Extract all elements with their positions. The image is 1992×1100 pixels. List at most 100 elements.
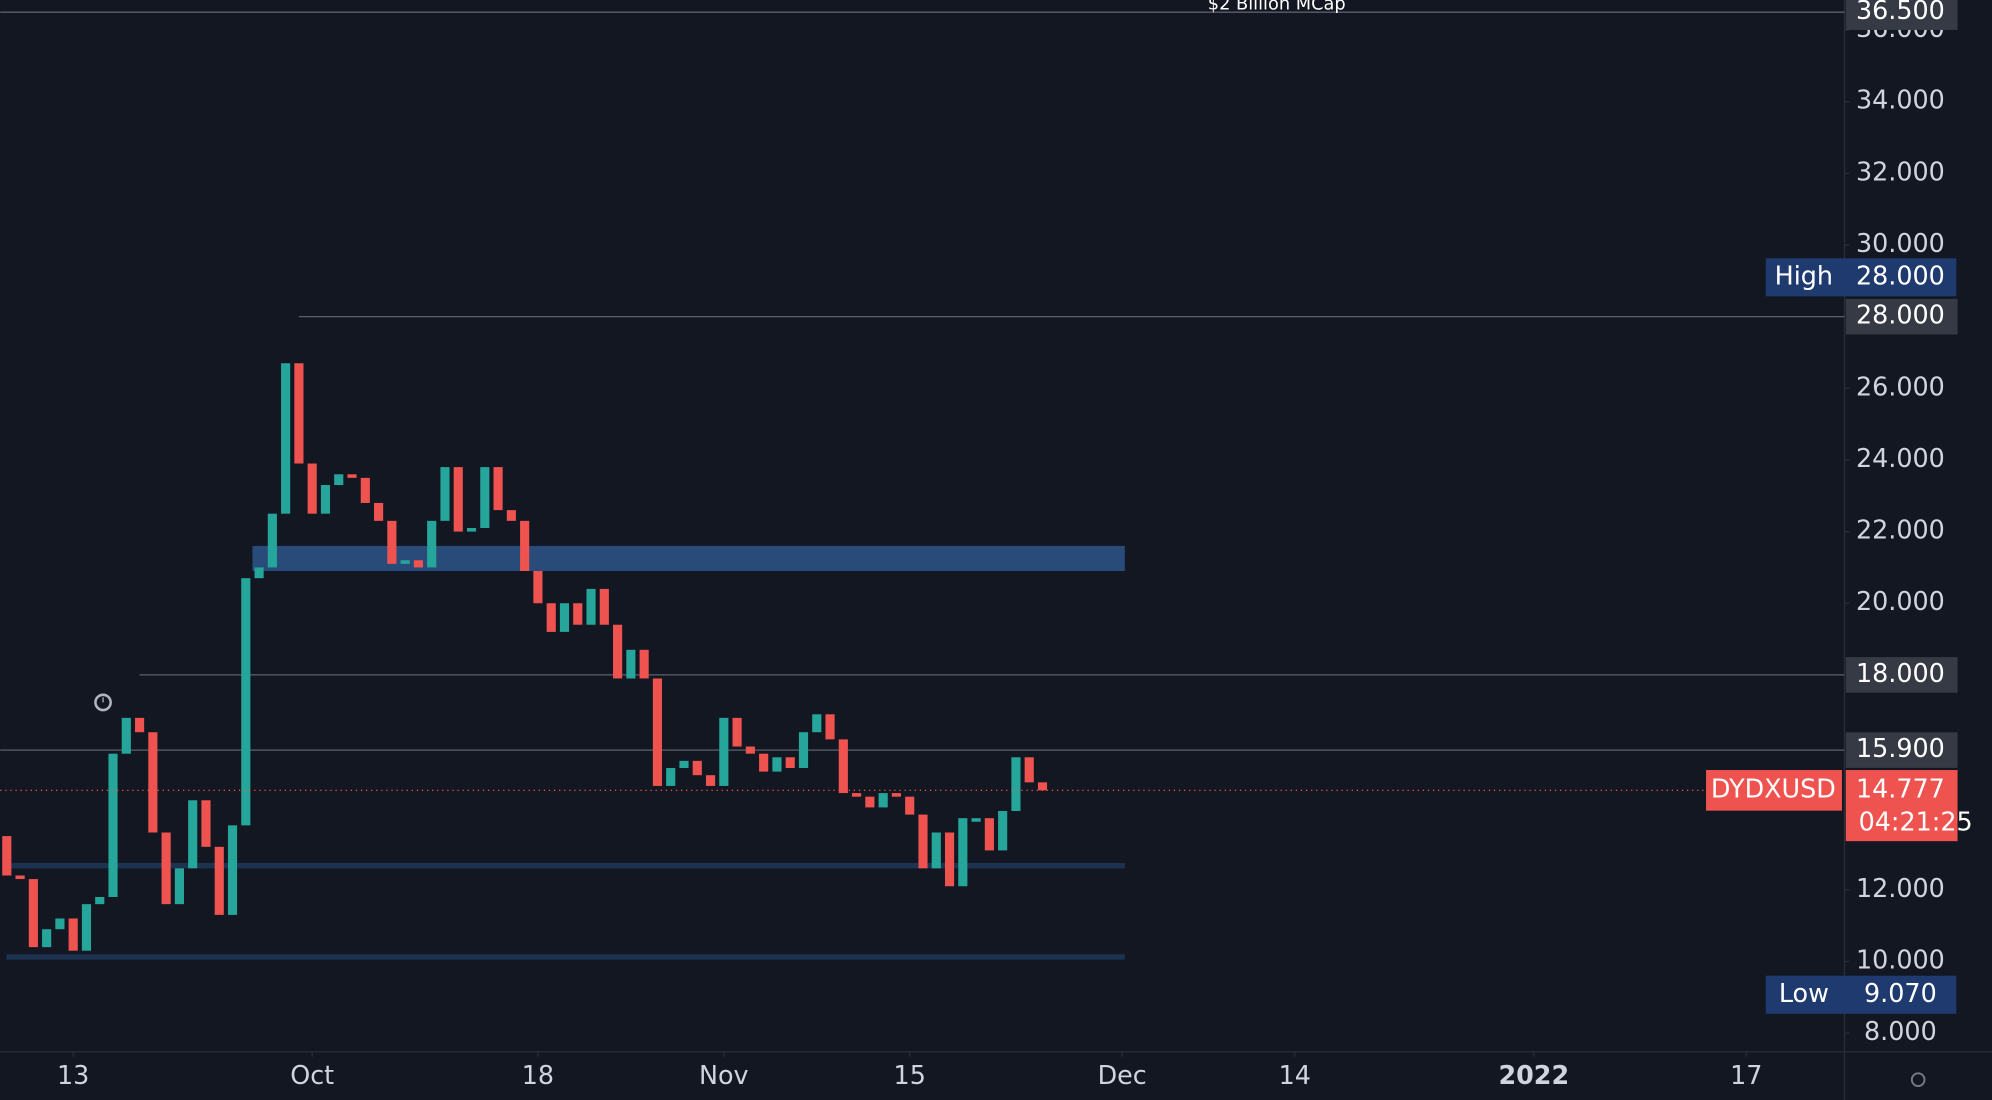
y-tick-label: 32.000 xyxy=(1856,156,1945,186)
candle-body xyxy=(281,363,291,514)
y-tick-label: 34.000 xyxy=(1856,85,1945,115)
candle-body xyxy=(108,753,118,897)
candle-body xyxy=(174,868,184,905)
candle-body xyxy=(613,624,623,679)
zone xyxy=(6,862,1125,869)
candle-body xyxy=(55,918,65,930)
level-tag-bg xyxy=(1845,0,1958,30)
candle-body xyxy=(573,603,583,625)
candle-body xyxy=(42,929,52,948)
candle-body xyxy=(944,832,955,887)
candle-body xyxy=(599,588,609,625)
candle-body xyxy=(958,818,968,887)
candle-body xyxy=(998,811,1008,851)
zone xyxy=(6,954,1125,960)
high-tag-bg xyxy=(1765,258,1957,297)
x-tick-label: Oct xyxy=(290,1060,334,1090)
candle-body xyxy=(626,649,636,679)
candle-body xyxy=(838,739,848,794)
level-tag: 18.000 xyxy=(1856,658,1945,688)
candle-body xyxy=(267,513,277,568)
candle-body xyxy=(68,918,78,951)
candle-body xyxy=(785,757,795,769)
candle-body xyxy=(135,717,145,733)
y-tick-label: 8.000 xyxy=(1864,1016,1937,1046)
low-label: Low xyxy=(1779,978,1829,1008)
candle-body xyxy=(772,757,782,772)
x-tick-label: 2022 xyxy=(1498,1060,1569,1090)
symbol-tag: DYDXUSD xyxy=(1711,773,1836,803)
candle-body xyxy=(334,474,344,486)
candle-body xyxy=(652,678,663,786)
candle-body xyxy=(360,477,370,503)
level-note: $2 Billion MCap xyxy=(1208,0,1346,15)
candle-body xyxy=(188,800,198,869)
candle-body xyxy=(214,846,224,915)
candle-body xyxy=(387,520,397,564)
high-value: 28.000 xyxy=(1856,260,1945,290)
level-tag: 36.500 xyxy=(1856,0,1945,25)
candle-body xyxy=(28,879,38,948)
candle-body xyxy=(798,732,809,769)
candle-body xyxy=(1037,782,1048,791)
candle-body xyxy=(984,818,994,851)
candle-body xyxy=(201,800,211,847)
level-tag: 15.900 xyxy=(1856,733,1945,763)
candle-body xyxy=(121,717,131,754)
candle-body xyxy=(506,510,516,521)
candle-body xyxy=(480,467,490,529)
last-price-bg xyxy=(1845,770,1958,842)
x-tick-label: 14 xyxy=(1279,1060,1311,1090)
y-tick-label: 24.000 xyxy=(1856,443,1945,473)
y-tick-label: 26.000 xyxy=(1856,371,1945,401)
y-tick-label: 22.000 xyxy=(1856,515,1945,545)
candle-body xyxy=(148,732,158,833)
x-tick-label: 18 xyxy=(522,1060,554,1090)
last-price: 14.777 xyxy=(1856,773,1945,803)
settings-icon[interactable] xyxy=(1910,1072,1926,1087)
candle-body xyxy=(918,814,928,869)
candle-body xyxy=(586,588,596,625)
candle-body xyxy=(546,603,556,632)
x-tick-label: 15 xyxy=(894,1060,926,1090)
candle-body xyxy=(81,904,92,951)
candle-body xyxy=(254,567,264,579)
y-tick-label: 30.000 xyxy=(1856,228,1945,258)
low-tag-bg xyxy=(1765,975,1957,1014)
x-tick-label: 13 xyxy=(57,1060,89,1090)
candle-body xyxy=(878,793,888,808)
y-tick-label: 12.000 xyxy=(1856,873,1945,903)
candle-body xyxy=(493,467,503,511)
candle-body xyxy=(307,463,317,514)
level-tag-bg xyxy=(1845,732,1958,768)
candle-body xyxy=(759,753,769,772)
candle-body xyxy=(705,775,716,786)
candle-body xyxy=(692,760,702,776)
candle-body xyxy=(320,485,331,514)
low-value: 9.070 xyxy=(1864,978,1937,1008)
candle-body xyxy=(1024,757,1034,783)
candle-body xyxy=(453,467,463,532)
candle-body xyxy=(852,793,862,797)
candle-body xyxy=(374,502,384,521)
candle-body xyxy=(466,528,477,532)
y-tick-label: 20.000 xyxy=(1856,586,1945,616)
candle-body xyxy=(559,603,570,632)
x-tick-label: Dec xyxy=(1098,1060,1147,1090)
candle-body xyxy=(1011,757,1021,812)
candle-body xyxy=(971,818,981,822)
candle-body xyxy=(347,474,357,478)
candle-body xyxy=(719,717,729,786)
candle-body xyxy=(241,578,251,826)
candle-body xyxy=(294,363,304,464)
candle-body xyxy=(2,836,12,876)
candle-body xyxy=(865,796,875,808)
level-tag-bg xyxy=(1845,298,1958,335)
candle-body xyxy=(413,560,423,568)
alarm-icon xyxy=(94,693,112,712)
symbol-tag-bg xyxy=(1706,770,1842,811)
candle-body xyxy=(227,825,238,915)
candle-body xyxy=(666,768,676,786)
candle-body xyxy=(161,832,171,905)
